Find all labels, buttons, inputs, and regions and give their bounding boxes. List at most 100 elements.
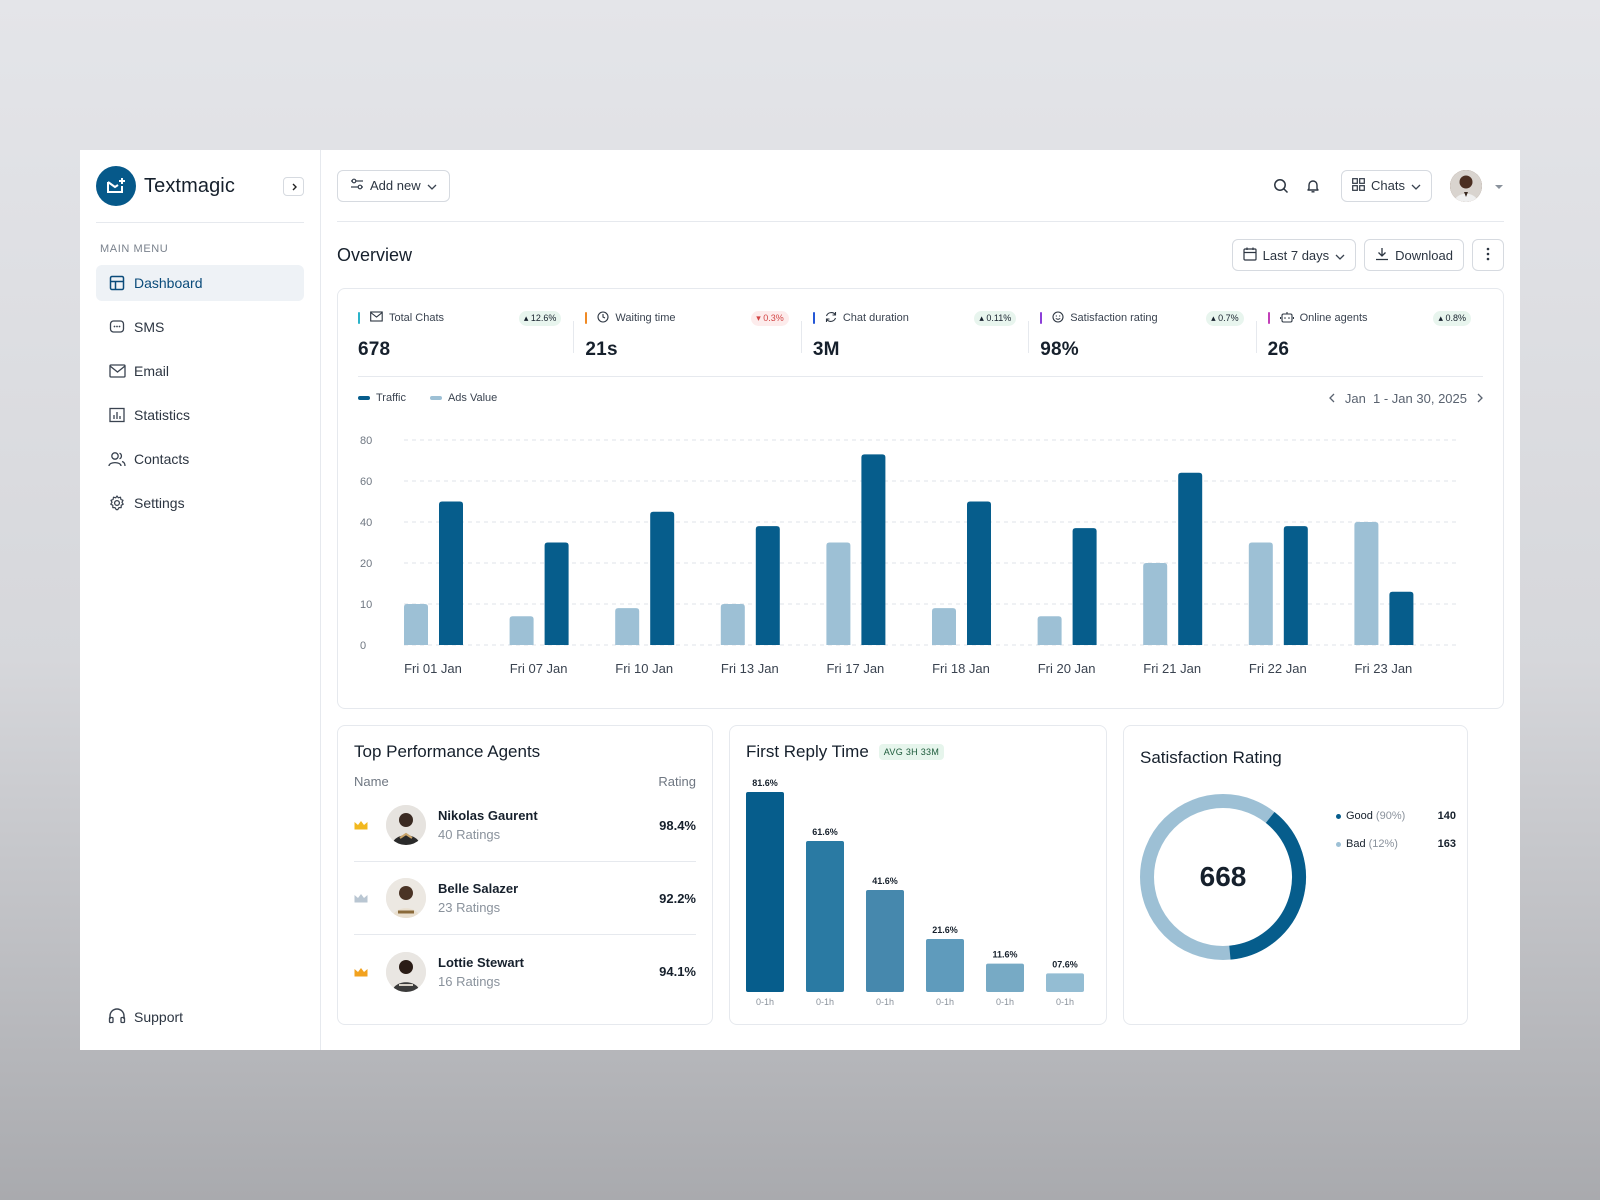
download-button[interactable]: Download [1364, 239, 1464, 271]
stat-delta-badge: ▴ 0.8% [1433, 310, 1472, 326]
legend-value: 163 [1437, 838, 1456, 850]
bar-data-label: 21.6% [932, 925, 958, 935]
card-header: First Reply Time AVG 3H 33M [746, 742, 1090, 762]
top-agents-card: Top Performance Agents Name Rating Nikol… [337, 725, 713, 1025]
agent-rating: 94.1% [659, 964, 696, 979]
bar-ads-value [826, 542, 851, 645]
stat-label: Chat duration [842, 312, 909, 324]
legend-ads-value[interactable]: Ads Value [429, 392, 498, 404]
bar-ads-value [404, 604, 428, 645]
agent-ratings-count: 23 Ratings [438, 900, 501, 915]
x-tick-label: Fri 10 Jan [615, 661, 673, 676]
sidebar-item-dashboard[interactable]: Dashboard [96, 265, 304, 301]
agent-ratings-count: 40 Ratings [438, 827, 501, 842]
add-new-button[interactable]: Add new [337, 169, 450, 202]
bar-data-label: 11.6% [992, 950, 1017, 960]
stat-value: 26 [1267, 339, 1290, 360]
bar-traffic [439, 501, 463, 645]
refresh-icon [825, 311, 837, 326]
donut-legend: Good (90%) 140 Bad (12%) 163 [1336, 810, 1456, 866]
date-range-label: Last 7 days [1262, 247, 1330, 263]
table-row[interactable]: Nikolas Gaurent 40 Ratings 98.4% [354, 789, 696, 862]
chevron-down-icon [427, 178, 437, 193]
x-tick-label: Fri 23 Jan [1354, 661, 1412, 676]
stat-value: 678 [358, 339, 391, 360]
card-title: Satisfaction Rating [1140, 748, 1282, 767]
chats-switcher-button[interactable]: Chats [1341, 169, 1432, 202]
y-tick-label: 0 [360, 640, 366, 652]
table-row[interactable]: Belle Salazer 23 Ratings 92.2% [354, 862, 696, 935]
collapse-sidebar-button[interactable] [283, 177, 304, 196]
reply-bar [746, 792, 784, 992]
stat-delta-badge: ▴ 12.6% [518, 310, 562, 326]
sidebar-item-label: Settings [134, 495, 185, 511]
download-label: Download [1395, 247, 1453, 263]
bar-data-label: 41.6% [872, 876, 898, 886]
x-tick-label: Fri 17 Jan [826, 661, 884, 676]
stat-color-bar [1040, 312, 1043, 324]
support-link[interactable]: Support [108, 1008, 183, 1026]
stat-chat-duration: Chat duration ▴ 0.11% 3M [800, 303, 1028, 376]
avatar [386, 951, 426, 992]
table-row[interactable]: Lottie Stewart 16 Ratings 94.1% [354, 935, 696, 1008]
reply-bar [806, 841, 844, 992]
sidebar-item-label: Statistics [134, 407, 191, 423]
card-title: Top Performance Agents [354, 742, 541, 761]
user-avatar[interactable] [1450, 169, 1482, 202]
stat-value: 3M [812, 339, 840, 360]
sidebar-item-settings[interactable]: Settings [96, 485, 304, 521]
chart-date-range: Jan 1 - Jan 30, 2025 [1328, 390, 1483, 406]
legend-label: Ads Value [447, 392, 498, 404]
reply-bar [866, 890, 904, 992]
chevron-left-icon[interactable] [1328, 391, 1335, 406]
average-badge: AVG 3H 33M [878, 744, 945, 760]
legend-traffic[interactable]: Traffic [358, 392, 406, 404]
main-content: Add new Chats Overview [321, 150, 1520, 1050]
search-icon[interactable] [1271, 176, 1291, 196]
crown-icon [354, 821, 368, 830]
brand[interactable]: Textmagic [96, 166, 304, 206]
legend-label: Bad [1346, 838, 1366, 850]
bar-traffic [544, 542, 569, 645]
bottom-cards: Top Performance Agents Name Rating Nikol… [337, 725, 1504, 1025]
column-header-rating: Rating [658, 774, 696, 789]
bar-ads-value [932, 608, 956, 645]
x-tick-label: 0-1h [876, 997, 894, 1007]
stat-label: Satisfaction rating [1070, 312, 1158, 324]
sidebar-item-email[interactable]: Email [96, 353, 304, 389]
legend-value: 140 [1437, 810, 1456, 822]
legend-bad: Bad (12%) 163 [1336, 838, 1456, 850]
overview-header: Overview Last 7 days Download [337, 222, 1504, 288]
chats-label: Chats [1371, 178, 1405, 193]
x-tick-label: Fri 20 Jan [1038, 661, 1096, 676]
chevron-right-icon[interactable] [1477, 391, 1483, 406]
y-tick-label: 80 [360, 435, 372, 447]
more-options-button[interactable] [1472, 239, 1504, 271]
satisfaction-rating-card: Satisfaction Rating 668 Good (90%) 140 B… [1123, 725, 1468, 1025]
x-tick-label: 0-1h [756, 997, 774, 1007]
legend-dot [1336, 813, 1341, 819]
card-title: First Reply Time [746, 742, 869, 761]
bar-ads-value [1037, 616, 1062, 645]
textmagic-logo-icon [96, 166, 136, 206]
sidebar-item-contacts[interactable]: Contacts [96, 441, 304, 477]
account-menu-chevron-icon[interactable] [1494, 177, 1504, 195]
bell-icon[interactable] [1303, 176, 1323, 196]
mail-icon [108, 362, 126, 380]
agent-info: Belle Salazer 23 Ratings [438, 881, 518, 915]
bar-ads-value [1143, 563, 1168, 645]
agents-list: Nikolas Gaurent 40 Ratings 98.4% Belle S… [354, 789, 696, 1008]
table-header: Name Rating [354, 774, 696, 789]
date-range-select[interactable]: Last 7 days [1231, 239, 1357, 271]
stats-row: Total Chats ▴ 12.6% 678 Waiting time ▾ 0… [358, 303, 1483, 377]
sidebar-item-label: Dashboard [134, 275, 203, 291]
sidebar-item-statistics[interactable]: Statistics [96, 397, 304, 433]
crown-icon [354, 894, 368, 903]
stat-color-bar [1267, 312, 1270, 324]
range-label: Jan 1 - Jan 30, 2025 [1344, 390, 1467, 406]
stat-delta-badge: ▾ 0.3% [751, 310, 789, 326]
legend-dot [1336, 841, 1341, 847]
stat-color-bar [358, 312, 360, 324]
sidebar-item-sms[interactable]: SMS [96, 309, 304, 345]
x-tick-label: Fri 13 Jan [721, 661, 779, 676]
